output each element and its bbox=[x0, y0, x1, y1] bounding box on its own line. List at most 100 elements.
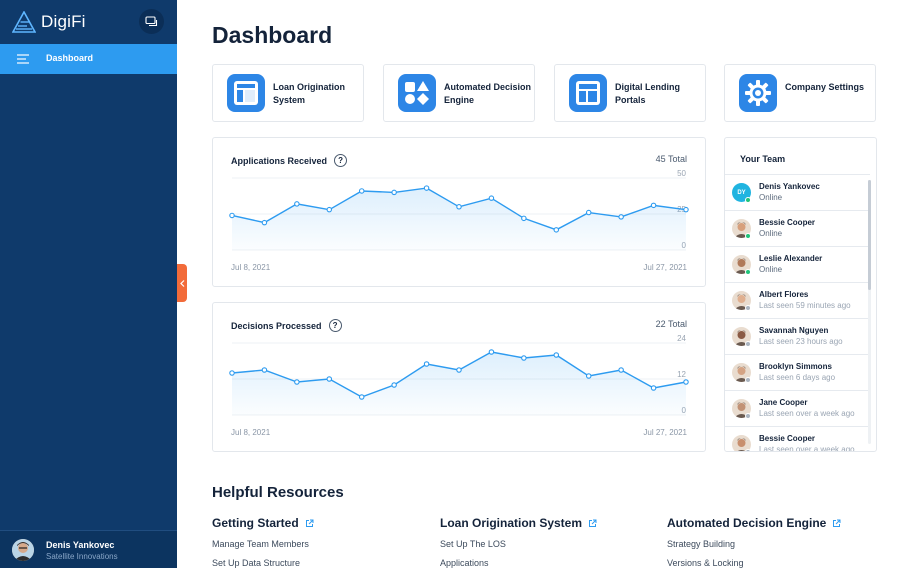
data-point bbox=[358, 394, 365, 400]
scrollbar-thumb[interactable] bbox=[868, 180, 871, 290]
resource-link[interactable]: Strategy Building bbox=[667, 539, 736, 549]
chart-start-date: Jul 8, 2021 bbox=[231, 428, 271, 437]
data-point bbox=[618, 214, 624, 220]
resource-link[interactable]: Set Up Data Structure bbox=[212, 558, 301, 568]
sidebar-item-dashboard[interactable]: Dashboard bbox=[0, 44, 177, 74]
data-point bbox=[423, 185, 430, 191]
chart-title: Applications Received bbox=[231, 155, 328, 166]
chart-title: Decisions Processed bbox=[231, 320, 322, 331]
data-point bbox=[585, 209, 592, 216]
team-title: Your Team bbox=[740, 154, 786, 164]
data-point bbox=[585, 373, 592, 379]
chat-button[interactable] bbox=[139, 9, 164, 34]
data-point bbox=[423, 361, 430, 367]
brand[interactable]: DigiFi bbox=[12, 10, 86, 34]
chart-end-date: Jul 27, 2021 bbox=[643, 263, 687, 272]
chat-icon bbox=[145, 15, 158, 26]
offline-indicator bbox=[745, 305, 751, 311]
member-name: Savannah Nguyen bbox=[759, 326, 829, 335]
resource-heading[interactable]: Automated Decision Engine bbox=[667, 515, 887, 531]
chart-plot: 01224 bbox=[229, 334, 689, 416]
chart-plot: 02550 bbox=[229, 169, 689, 251]
member-status: Last seen over a week ago bbox=[759, 409, 855, 418]
offline-indicator bbox=[745, 449, 751, 451]
member-status: Last seen 6 days ago bbox=[759, 373, 836, 382]
shapes-icon bbox=[398, 74, 436, 112]
y-tick-label: 12 bbox=[677, 370, 686, 379]
member-status: Online bbox=[759, 229, 783, 238]
series-area bbox=[232, 352, 686, 415]
online-indicator bbox=[745, 197, 751, 203]
resource-link[interactable]: Set Up The LOS bbox=[440, 539, 506, 549]
team-member-row[interactable]: Jane Cooper Last seen over a week ago bbox=[725, 390, 870, 426]
app-name: DigiFi bbox=[41, 12, 86, 31]
team-member-row[interactable]: Savannah Nguyen Last seen 23 hours ago bbox=[725, 318, 870, 354]
external-link-icon bbox=[833, 519, 841, 527]
data-point bbox=[650, 385, 657, 391]
team-member-row[interactable]: DY Denis Yankovec Online bbox=[725, 174, 870, 210]
member-name: Brooklyn Simmons bbox=[759, 362, 832, 371]
avatar bbox=[12, 539, 34, 561]
data-point bbox=[229, 212, 235, 219]
data-point bbox=[391, 382, 397, 388]
resources-title: Helpful Resources bbox=[212, 484, 344, 501]
series-area bbox=[232, 188, 686, 250]
member-name: Bessie Cooper bbox=[759, 218, 816, 227]
data-point bbox=[488, 195, 495, 201]
resource-link[interactable]: Applications bbox=[440, 558, 489, 568]
team-member-row[interactable]: Bessie Cooper Last seen over a week ago bbox=[725, 426, 870, 451]
data-point bbox=[294, 379, 300, 385]
quick-link-label: Company Settings bbox=[785, 82, 865, 92]
external-link-icon bbox=[305, 519, 314, 527]
resource-link[interactable]: Versions & Locking bbox=[667, 558, 744, 568]
avatar bbox=[732, 435, 751, 451]
quick-link-decision-engine[interactable]: Automated Decision Engine bbox=[383, 64, 535, 122]
resource-column-los: Loan Origination System Set Up The LOS A… bbox=[440, 515, 660, 568]
decisions-chart: Decisions Processed ? 22 Total 01224 Jul… bbox=[212, 302, 706, 452]
quick-link-label: Loan Origination System bbox=[273, 82, 345, 105]
team-scrollbar[interactable] bbox=[868, 180, 871, 444]
team-member-row[interactable]: Albert Flores Last seen 59 minutes ago bbox=[725, 282, 870, 318]
quick-link-lending-portals[interactable]: Digital Lending Portals bbox=[554, 64, 706, 122]
sidebar: DigiFi Dashboard Denis Yankovec Satellit… bbox=[0, 0, 177, 568]
quick-link-company-settings[interactable]: Company Settings bbox=[724, 64, 876, 122]
team-member-row[interactable]: Leslie Alexander Online bbox=[725, 246, 870, 282]
resource-column-getting-started: Getting Started Manage Team Members Set … bbox=[212, 515, 432, 568]
y-tick-label: 24 bbox=[677, 334, 686, 343]
data-point bbox=[391, 189, 397, 196]
quick-link-los[interactable]: Loan Origination System bbox=[212, 64, 364, 122]
team-member-row[interactable]: Bessie Cooper Online bbox=[725, 210, 870, 246]
portal-layout-icon bbox=[569, 74, 607, 112]
data-point bbox=[683, 379, 689, 385]
team-panel: Your Team DY Denis Yankovec Online Bessie C… bbox=[724, 137, 877, 452]
data-point bbox=[456, 204, 462, 210]
data-point bbox=[294, 201, 300, 207]
member-name: Albert Flores bbox=[759, 290, 809, 299]
data-point bbox=[488, 349, 495, 355]
resource-heading[interactable]: Getting Started bbox=[212, 515, 432, 531]
resource-column-decision-engine: Automated Decision Engine Strategy Build… bbox=[667, 515, 887, 568]
resource-heading-label: Automated Decision Engine bbox=[667, 516, 827, 530]
data-point bbox=[456, 367, 462, 373]
resource-heading[interactable]: Loan Origination System bbox=[440, 515, 660, 531]
resource-link[interactable]: Manage Team Members bbox=[212, 539, 309, 549]
avatar-initials: DY bbox=[737, 189, 746, 196]
member-status: Online bbox=[759, 193, 783, 202]
help-icon[interactable]: ? bbox=[328, 319, 342, 332]
collapse-sidebar-button[interactable] bbox=[177, 264, 187, 302]
external-link-icon bbox=[589, 519, 597, 527]
member-status: Last seen 23 hours ago bbox=[759, 337, 843, 346]
help-icon[interactable]: ? bbox=[334, 154, 348, 167]
member-name: Jane Cooper bbox=[759, 398, 808, 407]
data-point bbox=[521, 215, 527, 222]
data-point bbox=[326, 206, 333, 213]
member-status: Online bbox=[759, 265, 783, 274]
los-layout-icon bbox=[227, 74, 265, 112]
team-member-row[interactable]: Brooklyn Simmons Last seen 6 days ago bbox=[725, 354, 870, 390]
data-point bbox=[261, 219, 268, 226]
data-point bbox=[683, 206, 689, 213]
member-name: Leslie Alexander bbox=[759, 254, 823, 263]
data-point bbox=[261, 367, 268, 373]
current-user[interactable]: Denis Yankovec Satellite Innovations bbox=[0, 530, 177, 568]
user-company: Satellite Innovations bbox=[46, 552, 118, 561]
